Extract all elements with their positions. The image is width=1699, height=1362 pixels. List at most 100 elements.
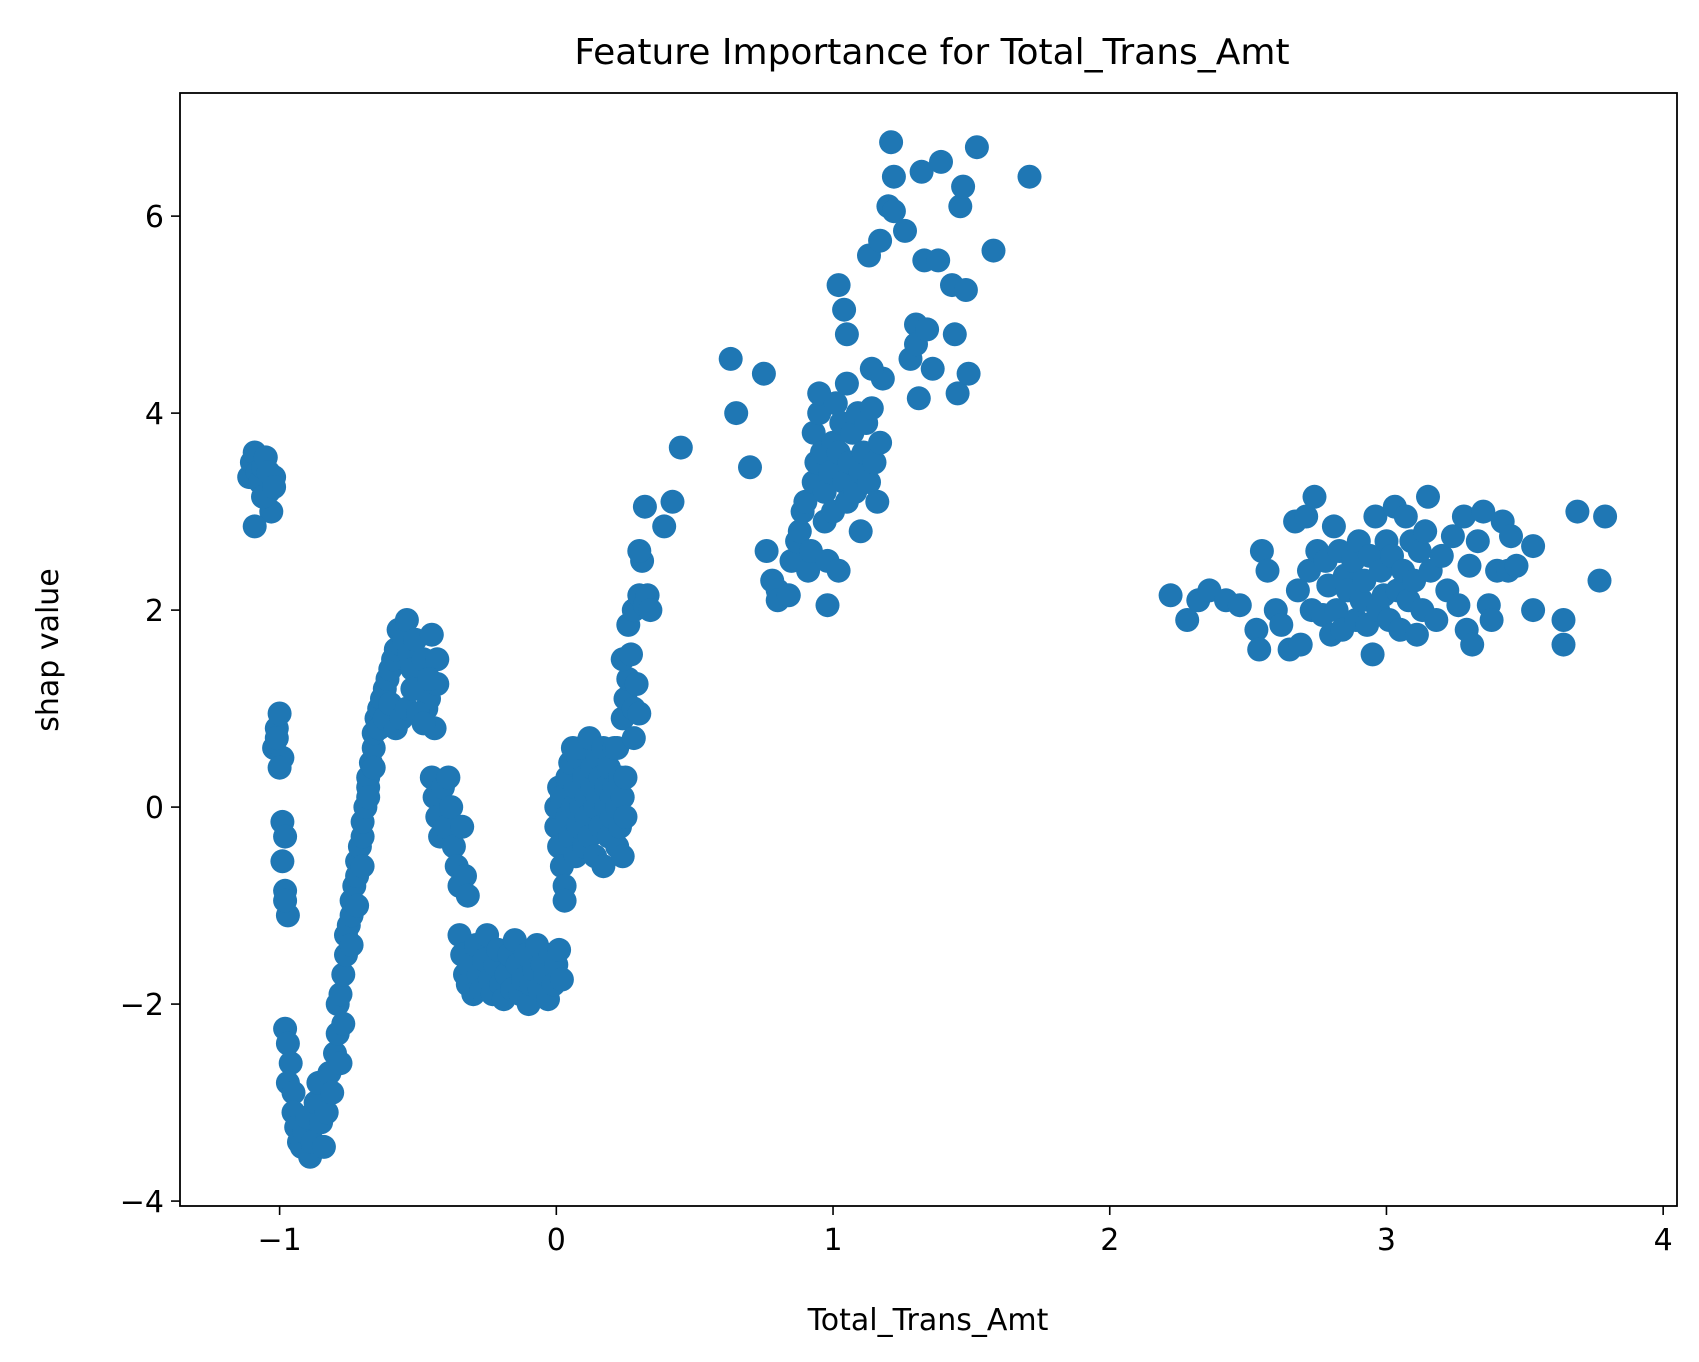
data-point: [547, 937, 572, 962]
data-point: [787, 519, 812, 544]
data-point: [1446, 593, 1471, 618]
data-point: [610, 785, 635, 810]
data-point: [826, 558, 851, 583]
y-tick-label: −4: [120, 1185, 164, 1220]
y-axis-ticks: −4 −2 0 2 4 6: [120, 200, 180, 1220]
data-point: [1324, 598, 1349, 623]
data-point: [1479, 608, 1504, 632]
data-point: [1404, 622, 1429, 647]
data-point: [893, 218, 917, 243]
data-point: [751, 361, 776, 386]
data-point: [638, 598, 663, 623]
data-point: [264, 726, 289, 751]
data-point: [951, 174, 976, 199]
data-point: [868, 430, 893, 455]
data-point: [942, 322, 967, 347]
data-point: [1288, 632, 1313, 657]
data-point: [926, 248, 951, 273]
data-point: [1565, 499, 1590, 524]
x-tick-label: 2: [1100, 1223, 1119, 1258]
data-point: [945, 381, 970, 406]
data-point: [1416, 484, 1440, 509]
x-tick-label: 3: [1377, 1223, 1396, 1258]
data-point: [1451, 504, 1476, 529]
data-point: [909, 159, 934, 184]
data-point: [834, 371, 859, 396]
data-point: [281, 1080, 306, 1105]
data-point: [1551, 608, 1576, 632]
data-point: [1465, 529, 1490, 554]
data-point: [1424, 608, 1449, 632]
data-point: [920, 356, 945, 381]
data-point: [273, 824, 298, 849]
data-point: [278, 1051, 303, 1076]
y-axis-label: shap value: [31, 568, 66, 732]
data-point: [328, 982, 353, 1007]
data-point: [345, 893, 370, 918]
data-point: [314, 1100, 339, 1125]
data-point: [273, 888, 298, 913]
y-tick-label: 0: [145, 791, 164, 826]
data-point: [1471, 499, 1496, 524]
data-point: [834, 322, 859, 347]
data-point: [453, 864, 477, 888]
data-point: [859, 356, 884, 381]
data-point: [738, 455, 762, 480]
x-tick-label: 4: [1654, 1223, 1673, 1258]
data-point: [862, 450, 887, 475]
data-point: [1551, 632, 1576, 657]
data-point: [832, 297, 857, 322]
data-point: [1255, 558, 1280, 583]
data-point: [1302, 484, 1327, 509]
data-point: [815, 593, 840, 618]
data-point: [660, 489, 685, 514]
data-point: [668, 435, 693, 460]
data-point: [1521, 598, 1546, 623]
data-point: [267, 755, 292, 780]
data-point: [801, 420, 826, 445]
data-point: [394, 608, 419, 632]
data-point: [776, 583, 801, 608]
data-point: [823, 391, 848, 416]
x-tick-label: 0: [547, 1223, 566, 1258]
data-point: [1457, 553, 1482, 578]
data-point: [411, 711, 436, 736]
data-point: [441, 834, 466, 859]
y-tick-label: 4: [145, 397, 164, 432]
data-point: [1158, 583, 1183, 608]
y-tick-label: −2: [120, 988, 164, 1023]
data-point: [1593, 504, 1618, 529]
data-point: [929, 149, 953, 174]
data-point: [619, 642, 643, 667]
data-point: [262, 475, 287, 499]
y-tick-label: 2: [145, 594, 164, 629]
x-axis-ticks: −1 0 1 2 3 4: [257, 1206, 1673, 1258]
data-point: [1360, 642, 1385, 667]
data-point: [865, 489, 890, 514]
data-point: [552, 888, 577, 913]
x-tick-label: −1: [257, 1223, 301, 1258]
data-point: [320, 1080, 345, 1105]
data-point: [1504, 553, 1529, 578]
data-point: [1393, 504, 1418, 529]
data-point: [1244, 617, 1269, 642]
data-point: [1227, 593, 1252, 618]
data-point: [419, 622, 444, 647]
data-point: [964, 135, 989, 160]
data-point: [455, 883, 480, 908]
data-point: [1460, 632, 1485, 657]
data-point: [652, 514, 677, 539]
data-point: [1269, 612, 1294, 637]
data-point: [275, 1031, 300, 1056]
data-point: [881, 199, 906, 224]
data-point: [627, 701, 652, 726]
data-point: [1413, 519, 1438, 544]
data-point: [610, 844, 635, 869]
x-axis-label: Total_Trans_Amt: [807, 1303, 1049, 1338]
data-point: [1175, 608, 1200, 632]
data-point: [948, 194, 973, 219]
data-point: [1587, 568, 1612, 593]
data-point: [1017, 164, 1042, 189]
data-point: [796, 558, 821, 583]
data-point: [1440, 524, 1465, 549]
